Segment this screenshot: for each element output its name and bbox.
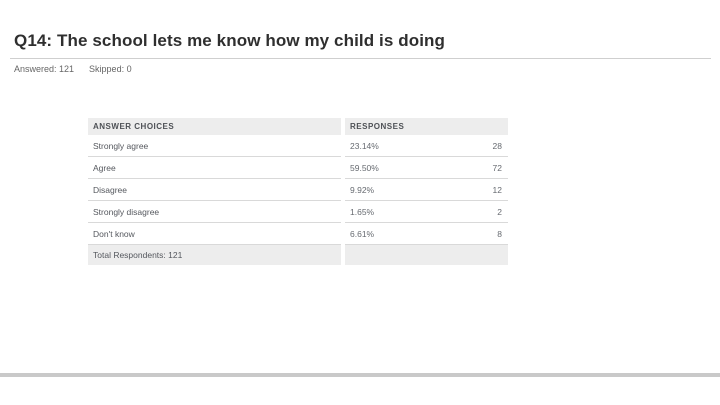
answer-label: Strongly agree [88,135,341,157]
answer-label: Disagree [88,179,341,201]
table-header-answer-choices: ANSWER CHOICES [88,118,341,135]
response-percent: 1.65% [350,206,375,217]
answer-label: Strongly disagree [88,201,341,223]
response-cell: 59.50% 72 [345,157,508,179]
answer-label: Agree [88,157,341,179]
response-percent: 59.50% [350,162,379,173]
table-row: Don't know 6.61% 8 [88,223,508,245]
answered-count: Answered: 121 [14,64,75,74]
table-row: Strongly disagree 1.65% 2 [88,201,508,223]
response-count: 12 [492,184,502,195]
page-title: Q14: The school lets me know how my chil… [14,31,446,50]
table-row: Disagree 9.92% 12 [88,179,508,201]
table-row: Strongly agree 23.14% 28 [88,135,508,157]
answer-label: Don't know [88,223,341,245]
footer-empty-cell [345,245,508,265]
response-count: 72 [492,162,502,173]
table-header-row: ANSWER CHOICES RESPONSES [88,118,508,135]
results-table: ANSWER CHOICES RESPONSES Strongly agree … [88,118,508,265]
response-cell: 6.61% 8 [345,223,508,245]
response-count: 28 [492,140,502,151]
response-cell: 23.14% 28 [345,135,508,157]
response-percent: 23.14% [350,140,379,151]
slide-bottom-border [0,373,720,377]
response-count: 8 [497,228,502,239]
table-header-responses: RESPONSES [345,118,508,135]
table-row: Agree 59.50% 72 [88,157,508,179]
survey-meta: Answered: 121 Skipped: 0 [14,64,132,74]
response-percent: 6.61% [350,228,375,239]
response-cell: 9.92% 12 [345,179,508,201]
response-percent: 9.92% [350,184,375,195]
total-respondents-label: Total Respondents: 121 [88,245,341,265]
table-footer-row: Total Respondents: 121 [88,245,508,265]
response-count: 2 [497,206,502,217]
response-cell: 1.65% 2 [345,201,508,223]
title-underline [10,58,711,59]
skipped-count: Skipped: 0 [89,64,132,74]
